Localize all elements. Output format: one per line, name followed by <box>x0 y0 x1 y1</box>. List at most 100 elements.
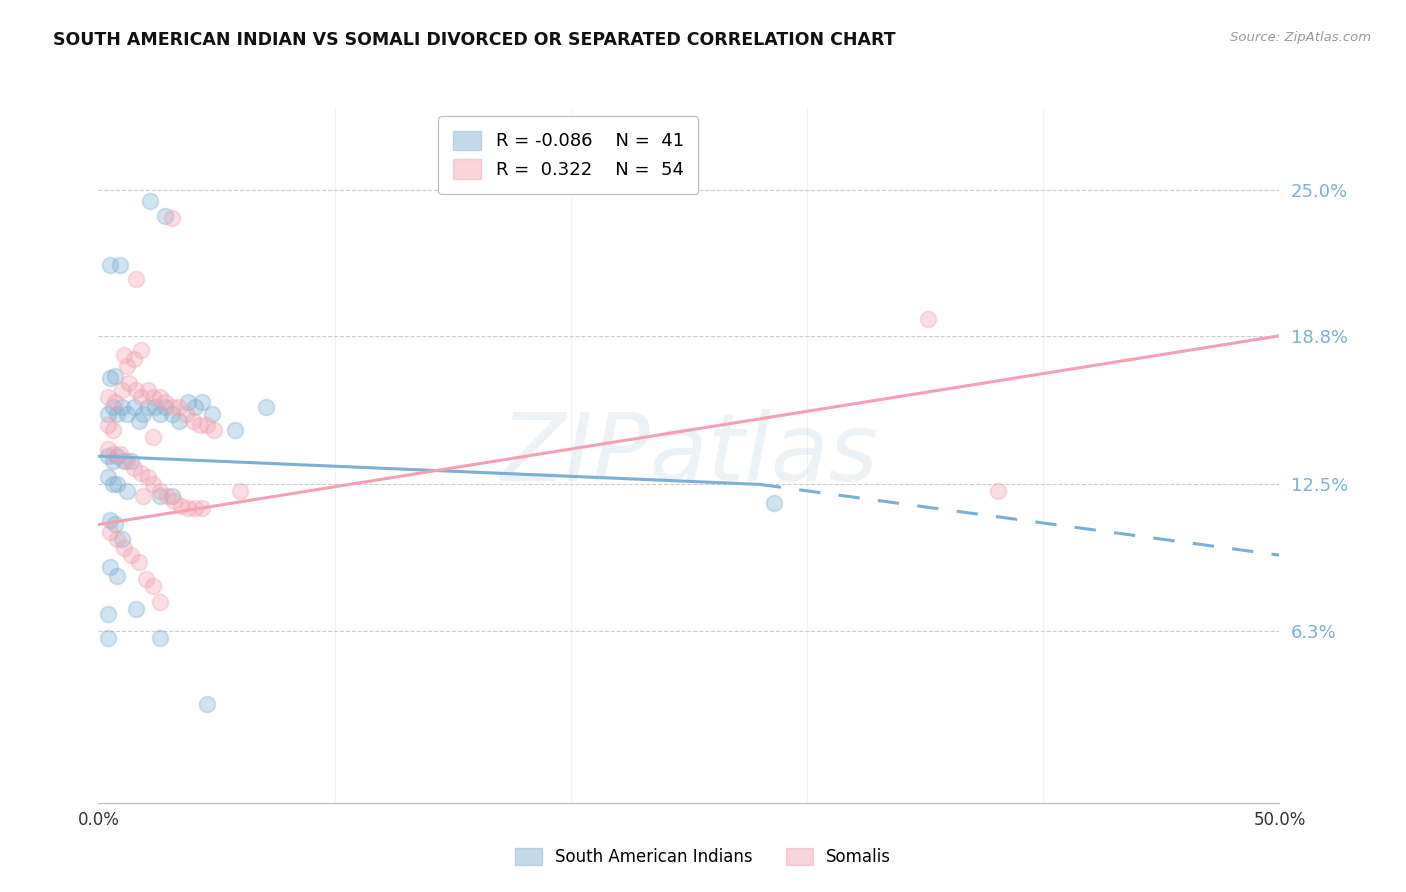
Point <box>224 423 246 437</box>
Point <box>101 423 124 437</box>
Point <box>229 484 252 499</box>
Point <box>142 390 165 404</box>
Point <box>128 414 150 428</box>
Point <box>101 454 124 468</box>
Point <box>181 414 204 428</box>
Point <box>101 477 124 491</box>
Point <box>125 272 148 286</box>
Point <box>108 447 131 461</box>
Point <box>142 430 165 444</box>
Point <box>142 477 165 491</box>
Point <box>191 395 214 409</box>
Point <box>142 579 165 593</box>
Point <box>112 541 135 555</box>
Point <box>115 454 138 468</box>
Point <box>105 449 128 463</box>
Point <box>98 513 121 527</box>
Text: SOUTH AMERICAN INDIAN VS SOMALI DIVORCED OR SEPARATED CORRELATION CHART: SOUTH AMERICAN INDIAN VS SOMALI DIVORCED… <box>53 31 896 49</box>
Point <box>149 631 172 645</box>
Point <box>111 532 134 546</box>
Point <box>128 555 150 569</box>
Point <box>112 454 135 468</box>
Point <box>149 489 172 503</box>
Point <box>115 484 138 499</box>
Point <box>153 209 176 223</box>
Point <box>122 400 145 414</box>
Point <box>160 489 183 503</box>
Point <box>149 595 172 609</box>
Point <box>98 258 121 272</box>
Point <box>160 407 183 421</box>
Point <box>149 484 172 499</box>
Point <box>167 414 190 428</box>
Point <box>111 383 134 397</box>
Legend: South American Indians, Somalis: South American Indians, Somalis <box>506 840 900 875</box>
Point <box>177 500 200 515</box>
Point <box>136 400 159 414</box>
Point <box>97 449 120 463</box>
Point <box>125 602 148 616</box>
Point <box>129 466 152 480</box>
Point <box>132 407 155 421</box>
Point <box>153 400 176 414</box>
Point <box>97 607 120 621</box>
Point <box>111 400 134 414</box>
Point <box>149 390 172 404</box>
Point <box>160 211 183 225</box>
Point <box>160 400 183 414</box>
Point <box>143 400 166 414</box>
Text: ZIPatlas: ZIPatlas <box>501 409 877 500</box>
Legend: R = -0.086    N =  41, R =  0.322    N =  54: R = -0.086 N = 41, R = 0.322 N = 54 <box>439 116 699 194</box>
Point <box>177 395 200 409</box>
Point <box>121 548 143 562</box>
Point <box>104 368 127 383</box>
Point <box>184 500 207 515</box>
Point <box>163 494 186 508</box>
Point <box>136 470 159 484</box>
Text: Source: ZipAtlas.com: Source: ZipAtlas.com <box>1230 31 1371 45</box>
Point <box>105 477 128 491</box>
Point <box>917 312 939 326</box>
Point <box>118 376 141 390</box>
Point <box>184 400 207 414</box>
Point <box>254 400 277 414</box>
Point <box>105 532 128 546</box>
Point <box>174 407 197 421</box>
Point <box>101 447 124 461</box>
Point <box>139 194 162 209</box>
Point <box>121 454 143 468</box>
Point <box>97 407 120 421</box>
Point <box>153 395 176 409</box>
Point <box>97 470 120 484</box>
Point <box>105 407 128 421</box>
Point <box>170 499 193 513</box>
Point <box>122 461 145 475</box>
Point <box>987 484 1010 499</box>
Point <box>97 390 120 404</box>
Point <box>195 418 218 433</box>
Point <box>122 352 145 367</box>
Point <box>156 489 179 503</box>
Point <box>104 395 127 409</box>
Point <box>202 423 225 437</box>
Point <box>97 418 120 433</box>
Point <box>136 383 159 397</box>
Point <box>167 400 190 414</box>
Point <box>97 631 120 645</box>
Point <box>112 348 135 362</box>
Point <box>105 569 128 583</box>
Point <box>129 390 152 404</box>
Point <box>98 371 121 385</box>
Point <box>188 418 211 433</box>
Point <box>135 572 157 586</box>
Point <box>108 258 131 272</box>
Point <box>201 407 224 421</box>
Point <box>98 560 121 574</box>
Point <box>195 697 218 711</box>
Point <box>98 524 121 539</box>
Point <box>762 496 785 510</box>
Point <box>125 383 148 397</box>
Point <box>132 489 155 503</box>
Point <box>191 500 214 515</box>
Point <box>115 359 138 374</box>
